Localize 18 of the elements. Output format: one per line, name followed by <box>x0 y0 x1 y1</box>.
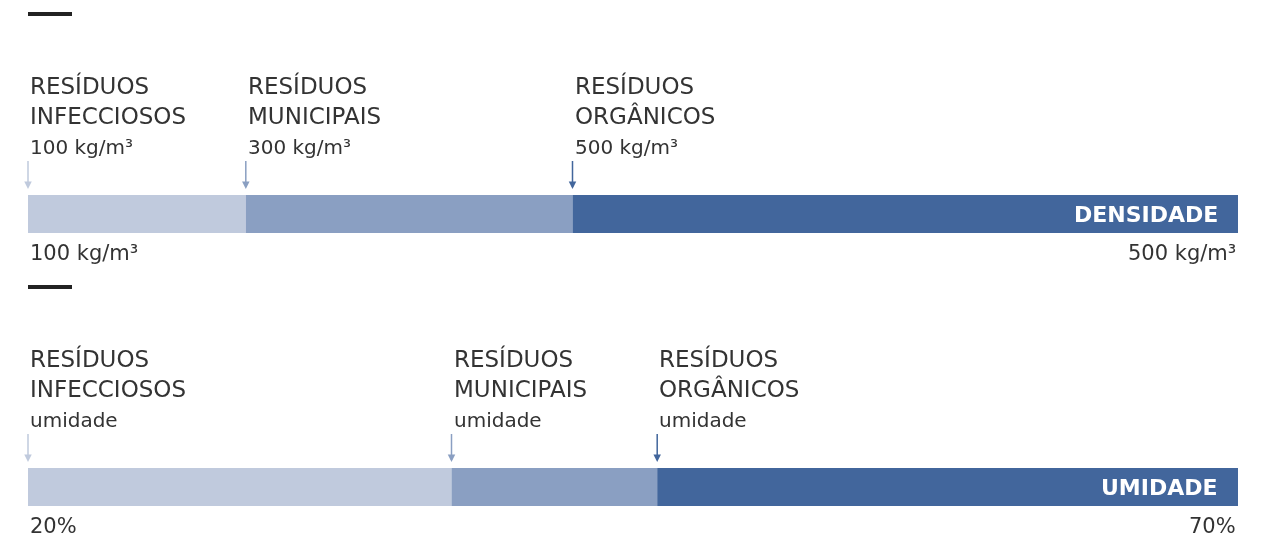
text: 20% <box>30 514 77 538</box>
text: RESÍDUOS MUNICIPAIS <box>454 345 588 402</box>
text: 500 kg/m³ <box>575 134 679 159</box>
text: 500 kg/m³ <box>1128 241 1237 265</box>
text: 100 kg/m³ <box>30 241 139 265</box>
text: umidade <box>30 407 118 432</box>
text: RESÍDUOS INFECCIOSOS <box>30 72 187 129</box>
text: RESÍDUOS ORGÂNICOS <box>575 72 716 129</box>
x-axis-title: DENSIDADE <box>1074 202 1219 227</box>
text: RESÍDUOS MUNICIPAIS <box>248 72 382 129</box>
text: RESÍDUOS ORGÂNICOS <box>659 345 800 402</box>
text: 70% <box>1189 514 1236 538</box>
text: umidade <box>659 407 747 432</box>
text: 300 kg/m³ <box>248 134 352 159</box>
text: umidade <box>454 407 542 432</box>
text: 100 kg/m³ <box>30 134 134 159</box>
text: RESÍDUOS INFECCIOSOS <box>30 345 187 402</box>
x-axis-title: UMIDADE <box>1101 475 1218 500</box>
